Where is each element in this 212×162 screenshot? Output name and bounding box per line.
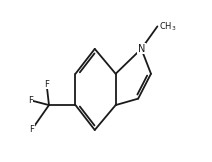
Text: F: F xyxy=(30,125,35,134)
Text: F: F xyxy=(44,80,49,89)
Text: N: N xyxy=(138,44,145,54)
Text: F: F xyxy=(28,96,33,105)
Text: CH$_3$: CH$_3$ xyxy=(159,20,176,33)
